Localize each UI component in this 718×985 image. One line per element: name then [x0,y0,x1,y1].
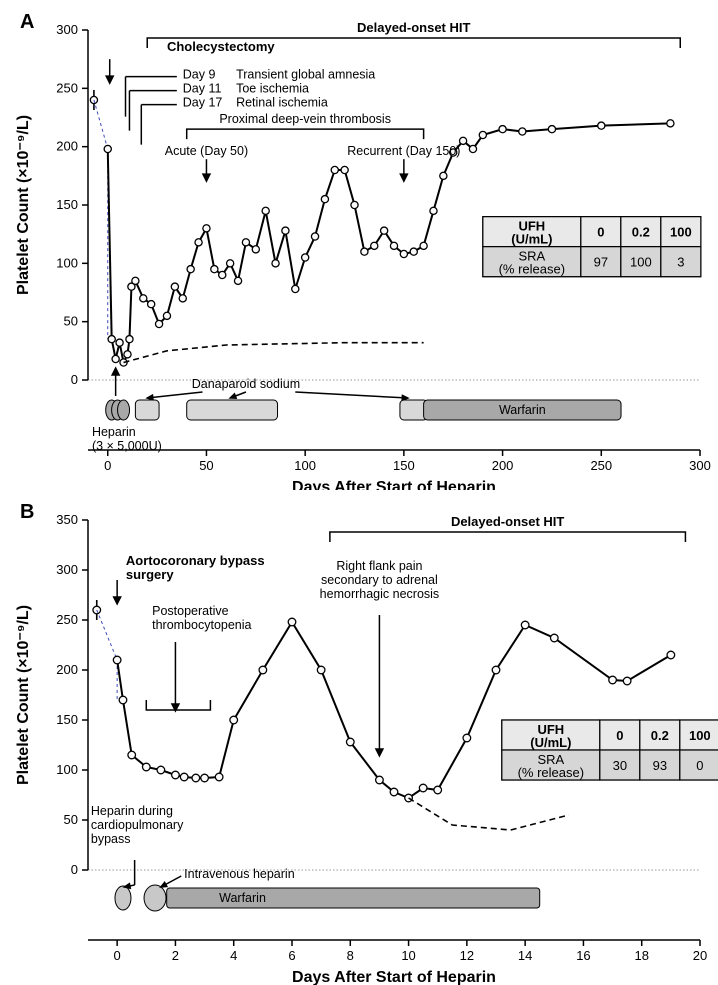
svg-text:97: 97 [594,255,608,270]
svg-text:250: 250 [590,458,612,473]
svg-text:Recurrent (Day 150): Recurrent (Day 150) [347,144,460,158]
svg-text:20: 20 [693,948,707,963]
svg-text:200: 200 [56,662,78,677]
svg-text:0.2: 0.2 [651,728,669,743]
svg-text:300: 300 [56,562,78,577]
svg-text:0: 0 [71,862,78,877]
svg-text:200: 200 [492,458,514,473]
panel-b-title: Delayed-onset HIT [451,514,564,529]
svg-text:thrombocytopenia: thrombocytopenia [152,618,251,632]
svg-text:3: 3 [677,255,684,270]
svg-text:150: 150 [56,197,78,212]
svg-text:2: 2 [172,948,179,963]
svg-text:0.2: 0.2 [632,225,650,240]
svg-text:12: 12 [460,948,474,963]
svg-text:300: 300 [56,22,78,37]
svg-text:bypass: bypass [91,832,131,846]
svg-text:150: 150 [56,712,78,727]
panel-a-x-title: Days After Start of Heparin [292,479,496,490]
svg-text:50: 50 [64,314,78,329]
svg-text:93: 93 [653,758,667,773]
svg-text:surgery: surgery [126,567,174,582]
svg-text:(% release): (% release) [518,765,584,780]
svg-text:Retinal ischemia: Retinal ischemia [236,96,328,110]
svg-text:0: 0 [696,758,703,773]
svg-text:18: 18 [634,948,648,963]
panel-a: A 0 50 100 150 200 250 300 0 50 100 150 200 250 300 Pla… [0,0,718,490]
danaparoid-label: Danaparoid sodium [192,377,300,391]
figure: A050100150200250300050100150200250300Pla… [0,0,718,985]
svg-text:300: 300 [689,458,711,473]
svg-text:Heparin during: Heparin during [91,804,173,818]
svg-text:Toe ischemia: Toe ischemia [236,82,309,96]
chole-label: Cholecystectomy [167,39,275,54]
panel-a-label: A [20,11,34,33]
svg-text:Aortocoronary bypass: Aortocoronary bypass [126,553,265,568]
svg-text:Right flank pain: Right flank pain [336,559,422,573]
svg-text:100: 100 [670,225,692,240]
svg-text:200: 200 [56,139,78,154]
panel-a-title: Delayed-onset HIT [357,20,470,35]
svg-text:Acute (Day 50): Acute (Day 50) [165,144,248,158]
pdvt-label: Proximal deep-vein thrombosis [219,112,391,126]
svg-text:Platelet Count (×10⁻⁹/L): Platelet Count (×10⁻⁹/L) [15,605,32,785]
svg-text:0: 0 [104,458,111,473]
svg-text:0: 0 [71,372,78,387]
svg-text:0: 0 [114,948,121,963]
iv-heparin-label: Intravenous heparin [184,867,295,881]
panel-a-svg: A 0 50 100 150 200 250 300 0 50 100 150 200 250 300 Pla… [0,0,718,490]
svg-text:Heparin: Heparin [92,425,136,439]
svg-text:hemorrhagic necrosis: hemorrhagic necrosis [320,587,440,601]
svg-text:4: 4 [230,948,237,963]
panel-b-x-title: Days After Start of Heparin [292,969,496,985]
svg-text:cardiopulmonary: cardiopulmonary [91,818,184,832]
svg-text:100: 100 [294,458,316,473]
svg-text:100: 100 [56,762,78,777]
panel-b-label: B [20,501,34,523]
svg-text:(U/mL): (U/mL) [511,232,552,247]
svg-text:secondary to adrenal: secondary to adrenal [321,573,438,587]
svg-text:8: 8 [347,948,354,963]
svg-text:0: 0 [616,728,623,743]
panel-b: B05010015020025030035002468101214161820P… [0,490,718,985]
svg-text:6: 6 [288,948,295,963]
svg-text:Postoperative: Postoperative [152,604,228,618]
svg-text:150: 150 [393,458,415,473]
svg-text:(% release): (% release) [499,262,565,277]
svg-text:10: 10 [401,948,415,963]
svg-text:Platelet Count (×10⁻⁹/L): Platelet Count (×10⁻⁹/L) [15,115,32,295]
svg-text:Transient global amnesia: Transient global amnesia [236,68,375,82]
svg-text:100: 100 [56,255,78,270]
svg-text:Day 17: Day 17 [183,96,223,110]
svg-text:14: 14 [518,948,532,963]
svg-text:250: 250 [56,612,78,627]
warfarin-label-b: Warfarin [219,891,266,905]
svg-text:30: 30 [613,758,627,773]
svg-text:Day 9: Day 9 [183,68,216,82]
svg-text:100: 100 [689,728,711,743]
warfarin-label: Warfarin [499,403,546,417]
svg-text:(3 × 5,000U): (3 × 5,000U) [92,439,162,453]
panel-b-svg: B05010015020025030035002468101214161820P… [0,490,718,985]
svg-text:Day 11: Day 11 [183,82,222,96]
svg-text:250: 250 [56,80,78,95]
svg-text:50: 50 [199,458,213,473]
svg-text:350: 350 [56,512,78,527]
svg-text:50: 50 [64,812,78,827]
svg-text:0: 0 [597,225,604,240]
svg-text:100: 100 [630,255,652,270]
svg-text:16: 16 [576,948,590,963]
svg-text:(U/mL): (U/mL) [530,735,571,750]
